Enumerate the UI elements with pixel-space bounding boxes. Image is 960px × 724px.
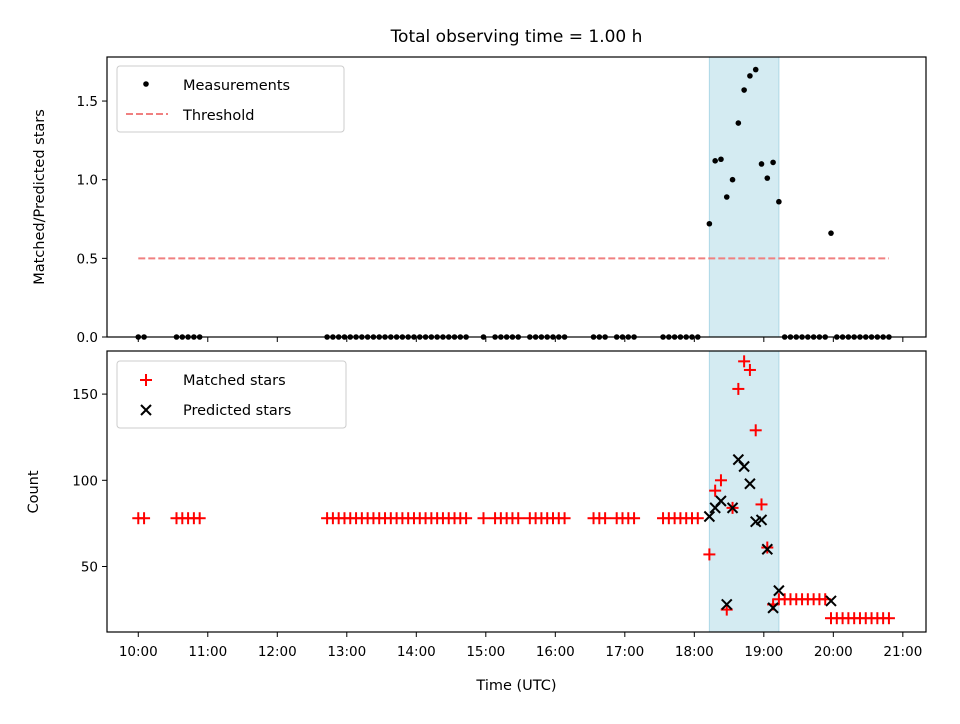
- measurement-point: [723, 194, 730, 200]
- predicted-star-point: [738, 460, 750, 473]
- predicted-star-point: [761, 543, 774, 555]
- measurement-point: [729, 176, 736, 183]
- matched-star-point: [703, 548, 716, 561]
- x-tick-label: 15:00: [466, 644, 505, 660]
- predicted-star-point: [703, 510, 716, 523]
- measurement-point: [764, 175, 771, 181]
- y-tick-label: 1.5: [77, 94, 98, 110]
- predicted-star-point: [726, 502, 739, 514]
- measurement-point: [747, 73, 753, 79]
- x-tick-label: 19:00: [744, 644, 783, 660]
- x-tick-label: 20:00: [814, 644, 853, 660]
- legend-label-threshold: Threshold: [182, 108, 254, 124]
- bottom-panel: 50 100 150 10:00 11:00 12:00 13:00 14:00 15:00 16…: [26, 350, 927, 694]
- bottom-axis-ticks: 50 100 150 10:00 11:00 12:00 13:00 14:00 15:00 16…: [72, 387, 922, 660]
- chart-title: Total observing time = 1.00 h: [390, 27, 643, 47]
- x-tick-label: 11:00: [188, 644, 227, 660]
- matched-star-point: [558, 512, 571, 525]
- top-y-axis-label: Matched/Predicted stars: [32, 109, 48, 285]
- y-tick-label: 50: [81, 559, 98, 575]
- legend-marker-measurements: [143, 81, 149, 87]
- matched-star-point: [882, 612, 895, 625]
- x-tick-label: 10:00: [119, 644, 158, 660]
- x-tick-label: 12:00: [258, 644, 297, 660]
- x-tick-label: 14:00: [397, 644, 436, 660]
- matched-star-point: [743, 363, 756, 376]
- matched-star-point: [599, 512, 612, 525]
- legend-label-predicted: Predicted stars: [183, 403, 291, 419]
- predicted-star-point: [715, 495, 727, 507]
- matched-star-point: [732, 382, 745, 395]
- measurement-point: [718, 156, 724, 163]
- y-tick-label: 1.0: [77, 173, 98, 189]
- matched-star-point: [709, 484, 722, 497]
- top-legend: Measurements Threshold: [116, 65, 345, 133]
- bottom-axes-frame: [106, 350, 927, 633]
- matched-star-point: [512, 512, 525, 525]
- legend-label-measurements: Measurements: [183, 78, 290, 94]
- x-tick-label: 13:00: [327, 644, 366, 660]
- top-axes-frame: [106, 56, 927, 338]
- x-tick-label: 18:00: [675, 644, 714, 660]
- bottom-series: [132, 355, 895, 625]
- measurement-point: [752, 66, 759, 73]
- bottom-y-axis-label: Count: [26, 470, 42, 513]
- y-tick-label: 100: [72, 473, 98, 489]
- matched-star-point: [714, 474, 727, 487]
- measurement-point: [758, 161, 765, 167]
- top-panel: 0.0 0.5 1.0 1.5 Matched/Predicted stars Mea…: [32, 56, 927, 346]
- matched-star-point: [749, 424, 762, 437]
- bottom-legend-box: [116, 360, 347, 429]
- y-tick-label: 0.0: [77, 330, 98, 346]
- legend-marker-matched: [140, 374, 152, 386]
- matched-star-point: [761, 541, 774, 554]
- predicted-star-point: [773, 584, 785, 597]
- predicted-star-point: [744, 478, 756, 490]
- matched-star-point: [138, 512, 151, 525]
- matched-star-point: [477, 512, 490, 525]
- predicted-star-point: [767, 602, 779, 614]
- measurement-point: [712, 158, 718, 164]
- predicted-star-point: [755, 514, 768, 526]
- x-tick-label: 16:00: [536, 644, 575, 660]
- predicted-star-point: [825, 595, 837, 607]
- legend-label-matched: Matched stars: [183, 373, 286, 389]
- matched-star-point: [755, 498, 768, 511]
- predicted-star-point: [721, 598, 733, 611]
- matched-star-point: [460, 512, 473, 525]
- y-tick-label: 150: [72, 387, 98, 403]
- x-tick-label: 17:00: [605, 644, 644, 660]
- y-tick-label: 0.5: [77, 251, 98, 267]
- x-tick-label: 21:00: [883, 644, 922, 660]
- matched-star-point: [738, 355, 751, 368]
- measurement-point: [706, 220, 713, 227]
- bottom-legend: Matched stars Predicted stars: [116, 360, 347, 429]
- measurement-point: [776, 198, 782, 205]
- legend-marker-predicted: [140, 404, 152, 416]
- measurement-point: [770, 159, 776, 166]
- measurement-point: [741, 87, 747, 93]
- measurement-point: [735, 120, 742, 126]
- measurement-point: [828, 230, 834, 236]
- matched-star-point: [691, 512, 704, 525]
- matched-star-point: [628, 512, 641, 525]
- top-highlight-span: [708, 56, 780, 338]
- matched-star-point: [193, 512, 206, 525]
- top-legend-box: [116, 65, 345, 133]
- x-axis-label: Time (UTC): [475, 678, 556, 694]
